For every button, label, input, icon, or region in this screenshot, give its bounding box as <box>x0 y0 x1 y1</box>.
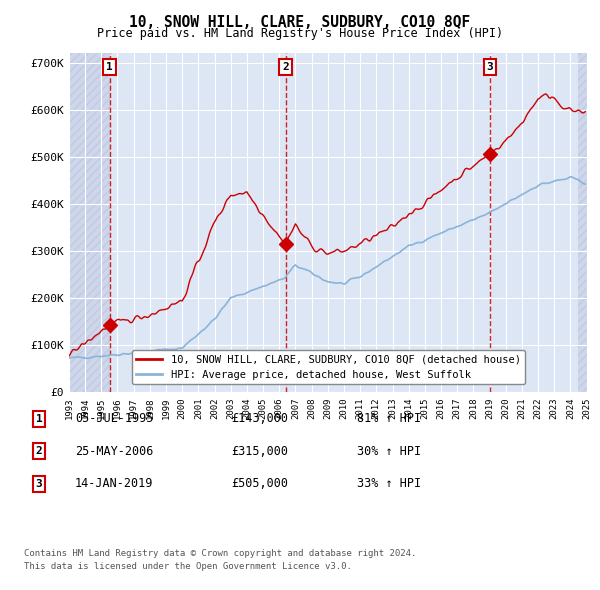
Text: 1: 1 <box>35 414 43 424</box>
Text: 2: 2 <box>35 447 43 456</box>
Text: 05-JUL-1995: 05-JUL-1995 <box>75 412 154 425</box>
Text: 1: 1 <box>106 62 113 72</box>
Text: 3: 3 <box>487 62 494 72</box>
Text: Price paid vs. HM Land Registry's House Price Index (HPI): Price paid vs. HM Land Registry's House … <box>97 27 503 40</box>
Text: 10, SNOW HILL, CLARE, SUDBURY, CO10 8QF: 10, SNOW HILL, CLARE, SUDBURY, CO10 8QF <box>130 15 470 30</box>
Text: 30% ↑ HPI: 30% ↑ HPI <box>357 445 421 458</box>
Legend: 10, SNOW HILL, CLARE, SUDBURY, CO10 8QF (detached house), HPI: Average price, de: 10, SNOW HILL, CLARE, SUDBURY, CO10 8QF … <box>132 350 525 384</box>
Bar <box>578 53 588 392</box>
Text: £143,000: £143,000 <box>231 412 288 425</box>
Text: 14-JAN-2019: 14-JAN-2019 <box>75 477 154 490</box>
Text: Contains HM Land Registry data © Crown copyright and database right 2024.: Contains HM Land Registry data © Crown c… <box>24 549 416 558</box>
Bar <box>69 53 110 392</box>
Text: This data is licensed under the Open Government Licence v3.0.: This data is licensed under the Open Gov… <box>24 562 352 571</box>
Bar <box>578 53 588 392</box>
Text: 33% ↑ HPI: 33% ↑ HPI <box>357 477 421 490</box>
Text: 25-MAY-2006: 25-MAY-2006 <box>75 445 154 458</box>
Bar <box>69 53 110 392</box>
Text: £315,000: £315,000 <box>231 445 288 458</box>
Text: £505,000: £505,000 <box>231 477 288 490</box>
Text: 81% ↑ HPI: 81% ↑ HPI <box>357 412 421 425</box>
Text: 3: 3 <box>35 479 43 489</box>
Text: 2: 2 <box>282 62 289 72</box>
